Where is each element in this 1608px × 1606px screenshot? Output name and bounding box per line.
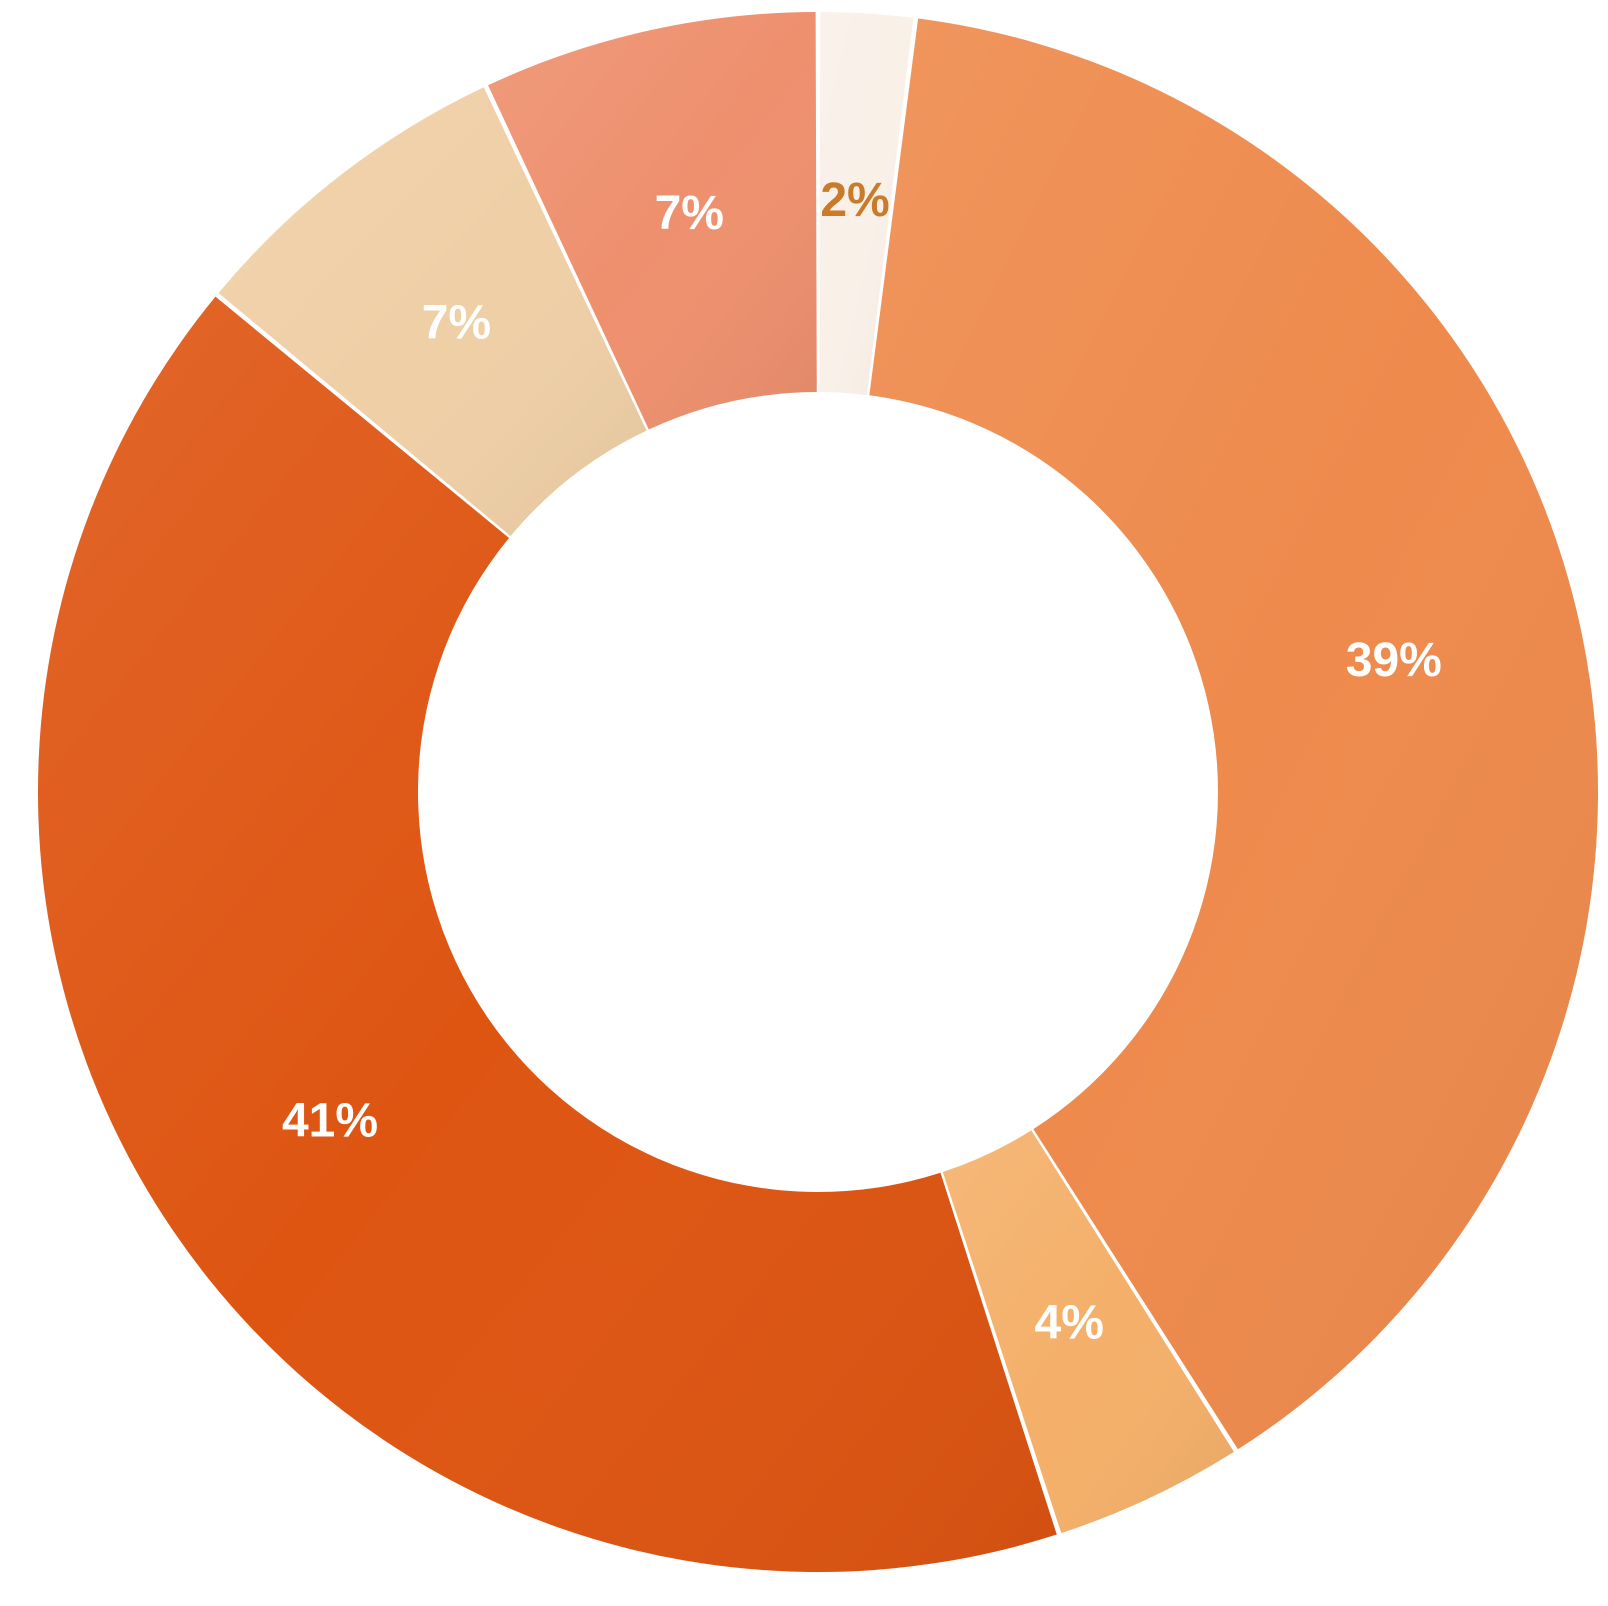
slice-label-4: 7% bbox=[422, 296, 491, 349]
slice-label-2: 4% bbox=[1035, 1297, 1104, 1350]
slice-label-1: 39% bbox=[1346, 634, 1442, 687]
slice-label-3: 41% bbox=[282, 1094, 378, 1147]
donut-slice-texture-1 bbox=[869, 18, 1599, 1450]
slice-labels: 2% 39% 4% 41% 7% 7% bbox=[282, 174, 1442, 1350]
texture-overlay bbox=[38, 12, 1599, 1572]
donut-slice-texture-0 bbox=[819, 12, 914, 396]
donut-slice-texture-2 bbox=[942, 1130, 1234, 1534]
slice-label-5: 7% bbox=[655, 187, 724, 240]
donut-slice-texture-4 bbox=[218, 87, 647, 537]
donut-slice-texture-5 bbox=[488, 12, 817, 430]
donut-slice-texture-3 bbox=[38, 296, 1057, 1572]
slice-label-0: 2% bbox=[820, 174, 889, 227]
